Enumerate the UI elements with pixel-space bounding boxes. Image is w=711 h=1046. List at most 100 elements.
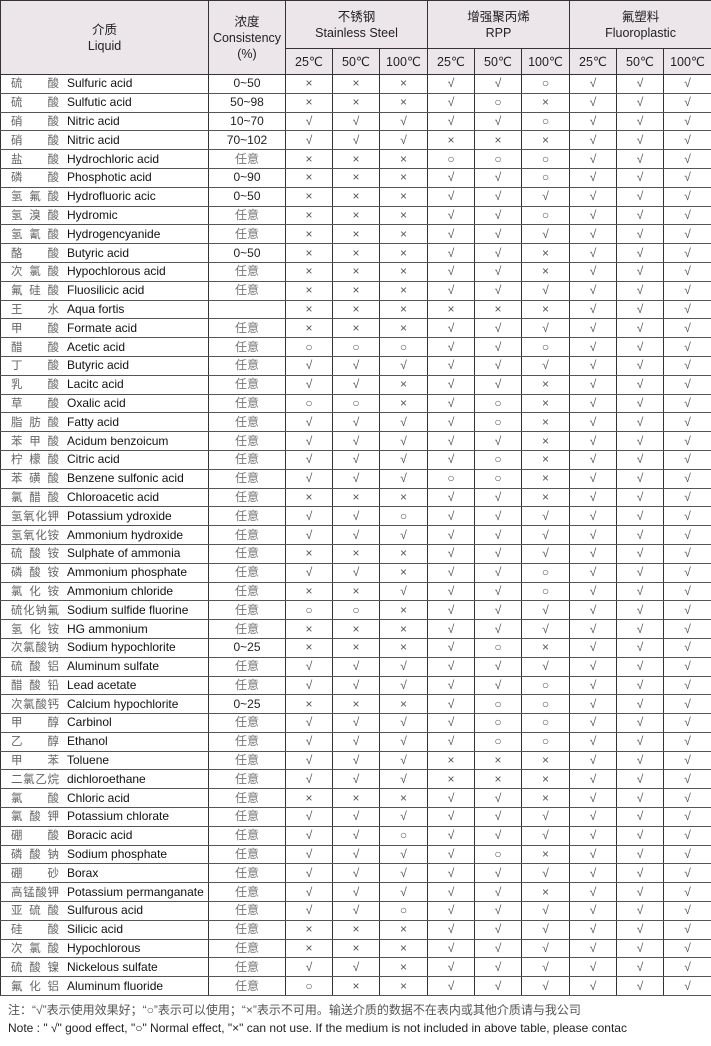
- resistance-cell: √: [427, 261, 476, 282]
- table-row: 醋酸 Acetic acid 任意 ○ ○ ○ √ √ ○ √ √ √: [0, 337, 711, 357]
- resistance-cell: √: [427, 74, 476, 94]
- resistance-cell: √: [616, 731, 665, 752]
- resistance-cell: √: [474, 111, 523, 132]
- resistance-cell: √: [663, 713, 711, 733]
- resistance-cell: √: [616, 562, 665, 583]
- resistance-cell: ○: [332, 393, 380, 414]
- liquid-name-en: Nitric acid: [67, 113, 120, 128]
- group-en: Fluoroplastic: [605, 25, 676, 40]
- resistance-cell: √: [569, 938, 618, 959]
- temperature-header: 100℃: [378, 48, 429, 75]
- resistance-cell: √: [521, 600, 571, 621]
- liquid-name-en: Hydromic: [67, 207, 118, 222]
- liquid-name-cn: 硅酸: [11, 922, 59, 937]
- temperature-header: 50℃: [616, 48, 665, 75]
- resistance-cell: ×: [332, 619, 380, 639]
- liquid-name-cn: 苯甲酸: [11, 433, 59, 448]
- resistance-cell: ×: [378, 562, 429, 583]
- resistance-cell: √: [474, 600, 523, 621]
- resistance-cell: ×: [521, 431, 571, 451]
- consistency-cell: 0~50: [208, 186, 286, 207]
- resistance-cell: √: [663, 600, 711, 621]
- consistency-cell: 0~25: [208, 637, 286, 658]
- resistance-cell: √: [616, 74, 665, 94]
- liquid-cell: 氯化铵 Ammonium chloride: [0, 581, 209, 602]
- resistance-cell: √: [663, 149, 711, 169]
- liquid-cell: 甲酸 Formate acid: [0, 318, 209, 339]
- resistance-cell: ○: [474, 92, 523, 113]
- resistance-cell: ○: [474, 468, 523, 489]
- resistance-cell: ×: [332, 167, 380, 188]
- resistance-cell: √: [474, 186, 523, 207]
- liquid-name-cn: 硫酸镍: [11, 959, 59, 974]
- liquid-cell: 草酸 Oxalic acid: [0, 393, 209, 414]
- resistance-cell: √: [474, 581, 523, 602]
- resistance-cell: √: [474, 337, 523, 357]
- resistance-cell: √: [569, 318, 618, 339]
- liquid-name-cn: 氢溴酸: [11, 207, 59, 222]
- resistance-cell: √: [616, 412, 665, 433]
- resistance-cell: √: [332, 807, 380, 827]
- consistency-header-cn: 浓度: [234, 14, 260, 29]
- resistance-cell: √: [569, 92, 618, 113]
- resistance-cell: ×: [332, 543, 380, 564]
- resistance-cell: √: [474, 261, 523, 282]
- resistance-cell: √: [427, 525, 476, 545]
- resistance-cell: √: [521, 976, 571, 997]
- resistance-cell: √: [663, 92, 711, 113]
- liquid-name-cn: 柠檬酸: [11, 452, 59, 467]
- temperature-header: 25℃: [285, 48, 333, 75]
- liquid-cell: 柠檬酸 Citric acid: [0, 449, 209, 470]
- resistance-cell: √: [427, 619, 476, 639]
- resistance-cell: √: [569, 449, 618, 470]
- liquid-name-cn: 氢化铵: [11, 621, 59, 636]
- liquid-name-cn: 盐酸: [11, 151, 59, 166]
- consistency-cell: 70~102: [208, 130, 286, 151]
- consistency-cell: 任意: [208, 468, 286, 489]
- resistance-cell: √: [285, 769, 333, 790]
- table-row: 硫化钠氟 Sodium sulfide fluorine 任意 ○ ○ × √ √ √ √ √ √: [0, 600, 711, 621]
- resistance-cell: √: [427, 562, 476, 583]
- table-row: 磷酸钠 Sodium phosphate 任意 √ √ √ √ ○ × √ √ √: [0, 844, 711, 865]
- consistency-cell: 任意: [208, 769, 286, 790]
- resistance-cell: ×: [332, 788, 380, 809]
- resistance-cell: ×: [521, 788, 571, 809]
- resistance-cell: √: [285, 675, 333, 696]
- resistance-cell: ×: [378, 74, 429, 94]
- resistance-cell: √: [378, 882, 429, 903]
- liquid-name-en: Sulfurous acid: [67, 903, 144, 918]
- liquid-name-cn: 亚硫酸: [11, 903, 59, 918]
- liquid-cell: 硫酸铝 Aluminum sulfate: [0, 656, 209, 677]
- resistance-cell: ×: [332, 976, 380, 997]
- liquid-name-cn: 酪酸: [11, 245, 59, 260]
- consistency-cell: 任意: [208, 205, 286, 226]
- resistance-cell: √: [569, 675, 618, 696]
- resistance-cell: ×: [285, 149, 333, 169]
- resistance-cell: √: [616, 581, 665, 602]
- consistency-cell: 任意: [208, 318, 286, 339]
- resistance-cell: √: [378, 431, 429, 451]
- resistance-cell: ×: [378, 637, 429, 658]
- resistance-cell: √: [474, 656, 523, 677]
- resistance-cell: √: [663, 355, 711, 376]
- resistance-cell: ×: [427, 130, 476, 151]
- resistance-cell: √: [474, 976, 523, 997]
- resistance-cell: √: [569, 487, 618, 508]
- resistance-cell: √: [663, 750, 711, 771]
- table-row: 硼砂 Borax 任意 √ √ √ √ √ √ √ √ √: [0, 863, 711, 884]
- resistance-cell: √: [569, 807, 618, 827]
- liquid-cell: 次氯酸 Hypochlorous: [0, 938, 209, 959]
- liquid-cell: 次氯酸钙 Calcium hypochlorite: [0, 694, 209, 715]
- resistance-cell: √: [378, 713, 429, 733]
- resistance-cell: √: [663, 525, 711, 545]
- consistency-cell: 任意: [208, 713, 286, 733]
- liquid-cell: 甲苯 Toluene: [0, 750, 209, 771]
- liquid-name-cn: 甲酸: [11, 320, 59, 335]
- resistance-cell: ×: [474, 750, 523, 771]
- resistance-cell: √: [285, 562, 333, 583]
- resistance-cell: ○: [521, 337, 571, 357]
- group-cn: 增强聚丙烯: [467, 9, 530, 24]
- resistance-cell: √: [616, 788, 665, 809]
- resistance-cell: ○: [474, 731, 523, 752]
- resistance-cell: √: [569, 261, 618, 282]
